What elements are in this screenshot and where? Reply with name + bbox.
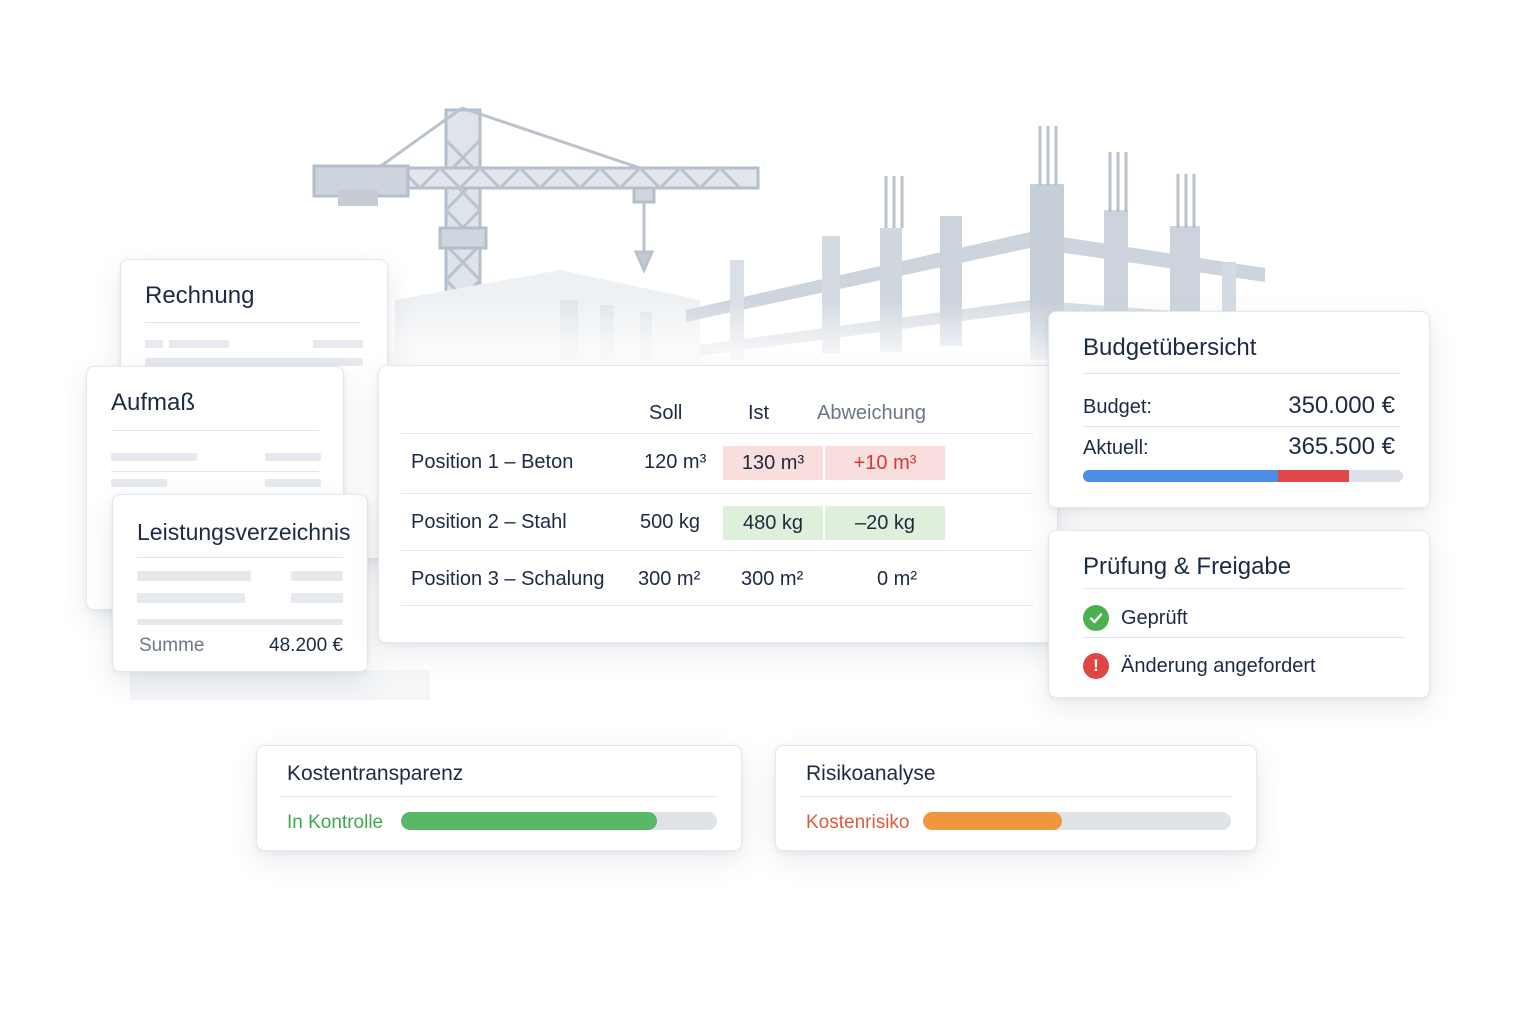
document-title: Aufmaß: [111, 389, 196, 416]
text-line-placeholder: [111, 479, 167, 487]
approval-item-checked[interactable]: Geprüft: [1083, 604, 1188, 632]
ist-value: 300 m²: [741, 568, 804, 590]
approval-title: Prüfung & Freigabe: [1083, 553, 1292, 580]
divider: [1083, 588, 1405, 589]
column-header-soll[interactable]: Soll: [649, 402, 683, 424]
cost-transparency-card[interactable]: Kostentransparenz In Kontrolle: [256, 745, 742, 851]
divider: [111, 471, 319, 472]
text-line-placeholder: [291, 571, 343, 581]
soll-value: 120 m³: [644, 451, 707, 473]
deviation-value: +10 m³: [825, 446, 945, 480]
text-line-placeholder: [265, 479, 321, 487]
budget-value: 350.000 €: [1288, 392, 1395, 419]
deviation-value: –20 kg: [825, 506, 945, 540]
ist-value: 130 m³: [723, 446, 823, 480]
budget-label: Budget:: [1083, 396, 1152, 418]
text-line-placeholder: [291, 593, 343, 603]
text-line-placeholder: [265, 453, 321, 461]
sum-label: Summe: [139, 635, 205, 656]
budget-overrun-segment: [1278, 470, 1349, 482]
text-line-placeholder: [145, 340, 163, 348]
sum-value: 48.200 €: [269, 635, 343, 656]
divider: [800, 796, 1232, 797]
approval-item-label: Änderung angefordert: [1121, 654, 1316, 677]
cost-progress-bar: [401, 812, 717, 830]
check-circle-icon: [1083, 605, 1109, 631]
text-line-placeholder: [145, 358, 363, 366]
risk-analysis-title: Risikoanalyse: [806, 762, 936, 785]
ist-value: 480 kg: [723, 506, 823, 540]
deviation-value: 0 m²: [877, 568, 917, 590]
position-name: Position 1 – Beton: [411, 451, 574, 473]
column-header-abweichung[interactable]: Abweichung: [817, 402, 926, 424]
cost-transparency-title: Kostentransparenz: [287, 762, 464, 785]
table-row[interactable]: Position 2 – Stahl 500 kg 480 kg –20 kg: [401, 493, 1033, 549]
soll-value: 300 m²: [638, 568, 701, 590]
text-line-placeholder: [313, 340, 363, 348]
risk-status-label: Kostenrisiko: [806, 812, 910, 833]
position-name: Position 3 – Schalung: [411, 568, 605, 590]
table-row[interactable]: Position 3 – Schalung 300 m² 300 m² 0 m²: [401, 550, 1033, 606]
soll-ist-table: Soll Ist Abweichung Position 1 – Beton 1…: [378, 365, 1058, 643]
text-line-placeholder: [111, 453, 197, 461]
position-name: Position 2 – Stahl: [411, 511, 567, 533]
soll-value: 500 kg: [640, 511, 701, 533]
approval-card[interactable]: Prüfung & Freigabe Geprüft ! Änderung an…: [1048, 530, 1430, 698]
risk-progress-fill: [923, 812, 1062, 830]
divider: [1083, 373, 1401, 374]
text-line-placeholder: [137, 593, 245, 603]
budget-progress-bar: [1083, 470, 1403, 482]
budget-title: Budgetübersicht: [1083, 334, 1257, 361]
approval-item-change-requested[interactable]: ! Änderung angefordert: [1083, 652, 1316, 680]
document-title: Leistungsverzeichnis: [137, 519, 351, 545]
risk-analysis-card[interactable]: Risikoanalyse Kostenrisiko: [775, 745, 1257, 851]
current-value: 365.500 €: [1288, 433, 1395, 460]
table-row[interactable]: Position 1 – Beton 120 m³ 130 m³ +10 m³: [401, 433, 1033, 489]
divider: [145, 322, 361, 323]
cost-status-label: In Kontrolle: [287, 812, 384, 833]
approval-item-label: Geprüft: [1121, 606, 1188, 629]
alert-circle-icon: !: [1083, 653, 1109, 679]
text-line-placeholder: [137, 619, 343, 625]
document-leistungsverzeichnis[interactable]: Leistungsverzeichnis Summe 48.200 €: [112, 494, 368, 672]
text-line-placeholder: [137, 571, 251, 581]
risk-progress-bar: [923, 812, 1231, 830]
budget-used-segment: [1083, 470, 1279, 482]
column-header-ist[interactable]: Ist: [748, 402, 770, 424]
cost-progress-fill: [401, 812, 657, 830]
text-line-placeholder: [169, 340, 229, 348]
current-label: Aktuell:: [1083, 437, 1149, 459]
divider: [1083, 637, 1405, 638]
divider: [111, 430, 319, 431]
divider: [281, 796, 717, 797]
budget-overview-card[interactable]: Budgetübersicht Budget: 350.000 € Aktuel…: [1048, 311, 1430, 508]
divider: [137, 557, 343, 558]
divider: [1083, 426, 1401, 427]
document-title: Rechnung: [145, 282, 255, 309]
